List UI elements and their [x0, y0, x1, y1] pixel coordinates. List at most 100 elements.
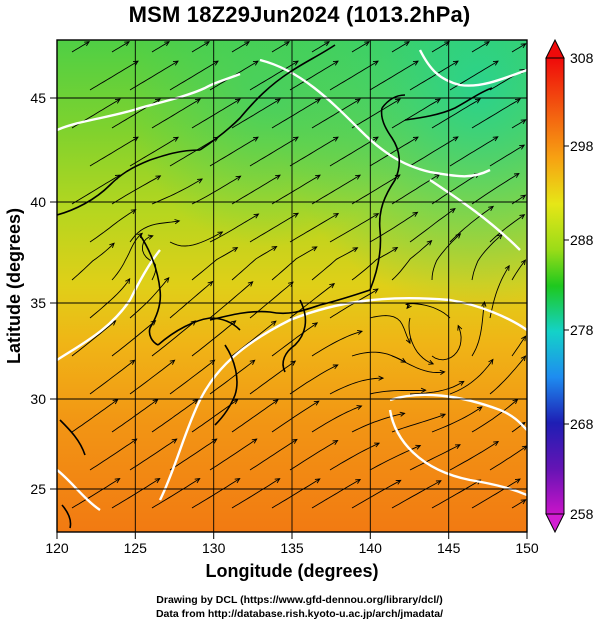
streamline-arrow	[332, 439, 339, 445]
streamline	[408, 317, 434, 365]
streamline-arrow	[492, 60, 499, 66]
streamline	[351, 480, 401, 509]
streamline	[471, 234, 503, 281]
streamline	[151, 399, 198, 433]
streamline-arrow	[314, 98, 321, 104]
streamline-arrow	[313, 400, 320, 406]
streamline-arrow	[272, 399, 279, 405]
streamline-arrow	[333, 212, 340, 218]
streamline	[89, 278, 131, 319]
streamline-arrow	[329, 282, 336, 289]
streamline	[511, 259, 526, 281]
streamline	[249, 60, 299, 91]
streamline	[409, 444, 461, 471]
streamline-arrow	[395, 479, 402, 485]
streamline-arrow	[164, 277, 170, 283]
lat-tick-label: 35	[30, 295, 46, 311]
streamline	[391, 41, 410, 53]
streamline-arrow	[372, 288, 379, 294]
streamline-arrow	[374, 442, 381, 448]
streamline-arrow	[132, 136, 139, 142]
streamline	[169, 281, 213, 319]
streamline	[271, 322, 318, 357]
streamline	[311, 98, 361, 129]
streamline-arrow	[332, 136, 339, 142]
streamline-arrow	[513, 172, 520, 178]
streamline	[369, 60, 419, 91]
streamline	[289, 60, 339, 91]
streamline	[449, 206, 494, 243]
streamline	[129, 136, 179, 167]
streamline	[471, 301, 485, 357]
lon-tick-label: 150	[515, 540, 539, 556]
streamline	[391, 355, 445, 373]
streamline	[369, 315, 411, 344]
streamline-arrow	[520, 119, 527, 125]
streamline-arrow	[212, 60, 219, 66]
streamline-arrow	[352, 247, 359, 253]
lat-tick-label: 40	[30, 194, 46, 210]
streamline	[271, 400, 320, 433]
streamline-arrow	[399, 411, 406, 417]
streamline-arrow	[155, 175, 162, 181]
streamline-arrow	[488, 205, 495, 212]
streamline-arrow	[474, 98, 481, 104]
streamline	[209, 281, 253, 319]
streamline	[89, 136, 139, 167]
streamline	[511, 335, 526, 357]
streamline-arrow	[204, 41, 210, 47]
streamline-arrow	[234, 98, 241, 104]
streamline	[409, 208, 456, 243]
streamline-arrow	[405, 338, 411, 345]
streamline	[111, 478, 160, 509]
streamline	[409, 381, 465, 395]
streamline-arrow	[394, 98, 401, 104]
streamline-arrow	[232, 247, 239, 253]
streamline	[249, 360, 296, 395]
streamline	[89, 438, 137, 471]
streamline-arrow	[512, 398, 519, 405]
streamline	[271, 41, 290, 53]
streamline-arrow	[452, 60, 459, 66]
streamline-arrow	[357, 329, 363, 335]
lon-tick-label: 120	[45, 540, 69, 556]
streamline	[169, 60, 219, 91]
streamline	[391, 173, 440, 205]
streamline	[71, 242, 115, 281]
streamline	[231, 41, 250, 53]
streamline-arrow	[234, 478, 241, 484]
streamline	[311, 174, 361, 205]
streamline	[249, 439, 298, 471]
streamline-arrow	[207, 280, 214, 287]
streamline	[289, 136, 339, 167]
streamline-arrow	[114, 98, 121, 104]
colorbar-max-arrow	[545, 38, 565, 59]
lon-tick-label: 135	[280, 540, 304, 556]
streamline-arrow	[253, 213, 260, 219]
streamline-arrow	[355, 174, 362, 180]
streamline-arrow	[247, 281, 254, 287]
streamline-arrow	[455, 233, 462, 239]
streamline-arrow	[275, 174, 281, 180]
lon-tick-label: 125	[124, 540, 148, 556]
streamline	[489, 355, 526, 395]
streamline	[271, 174, 321, 205]
streamline-arrow	[292, 60, 299, 66]
streamline	[369, 136, 419, 167]
streamline-arrow	[412, 211, 419, 217]
streamline-arrow	[129, 359, 136, 365]
streamline-arrow	[209, 359, 216, 365]
streamline-arrow	[274, 98, 281, 104]
streamline-arrow	[520, 355, 527, 362]
streamline-arrow	[194, 98, 201, 104]
streamline-arrow	[152, 398, 159, 405]
streamline-arrow	[452, 136, 459, 142]
streamline-arrow	[332, 364, 339, 370]
colorbar-label: 288	[570, 232, 594, 248]
streamline-arrow	[230, 320, 237, 326]
streamline-arrow	[192, 398, 199, 405]
streamline-arrow	[274, 478, 281, 484]
streamline-arrow	[355, 478, 362, 484]
streamline	[431, 233, 461, 281]
streamline-arrow	[439, 369, 446, 375]
